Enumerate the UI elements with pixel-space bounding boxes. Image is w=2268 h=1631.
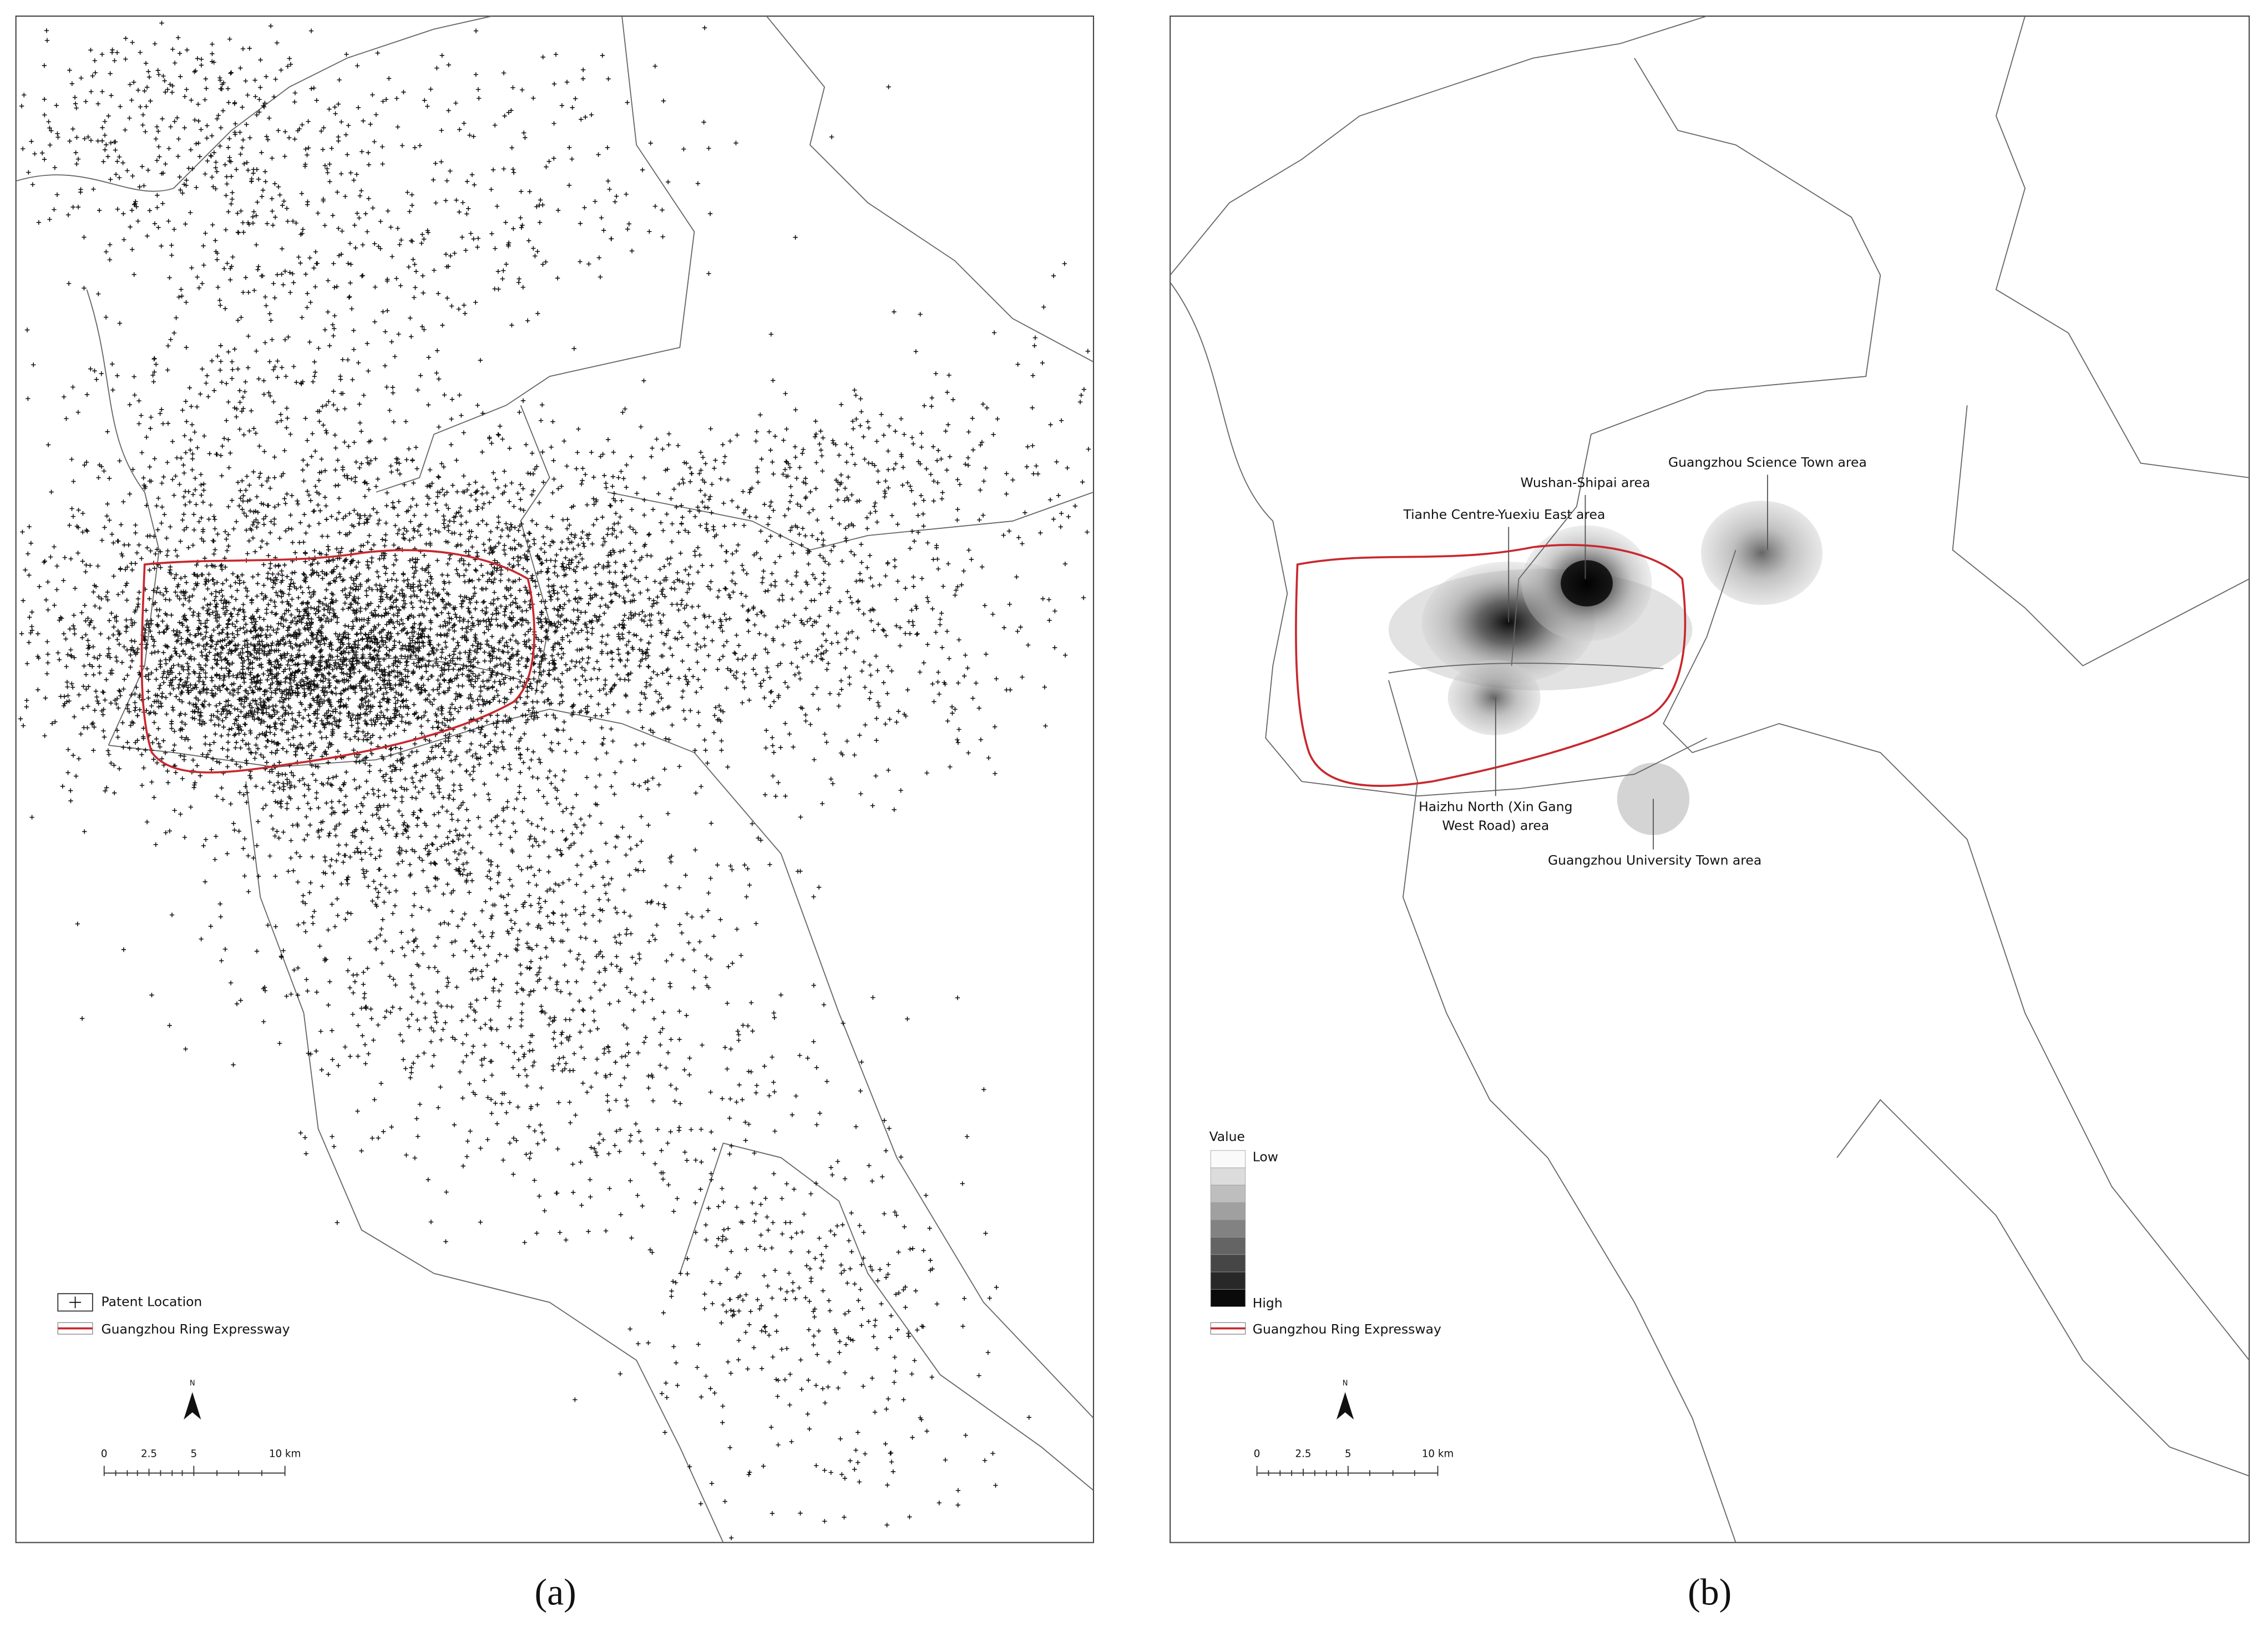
north-arrow-shape [184,1392,201,1420]
north-arrow-shape [1336,1392,1354,1420]
legend-label: Guangzhou Ring Expressway [1253,1321,1441,1337]
north-label: N [1343,1379,1348,1387]
scale-bar: 0 2.5 5 10 km [1254,1448,1454,1476]
annotation: Haizhu North (Xin Gang [1419,799,1572,815]
legend-ramp-step [1210,1185,1246,1203]
legend-cross [69,1296,81,1309]
boundary [1836,1099,2250,1477]
map-frame [1170,16,2250,1543]
annotations: Wushan-Shipai area Guangzhou Science Tow… [1403,455,1867,868]
annotation: Guangzhou University Town area [1548,852,1761,868]
boundary [1170,16,1707,276]
legend-ramp-step [1210,1167,1246,1186]
boundaries [1170,16,2250,1543]
legend-ramp-step [1210,1271,1246,1290]
density-hotspot [1701,501,1822,605]
panel-a: Patent Location Guangzhou Ring Expresswa… [15,16,1095,1613]
panel-b: Wushan-Shipai area Guangzhou Science Tow… [1170,16,2250,1613]
north-label: N [190,1379,195,1387]
boundary [289,658,521,681]
legend: Patent Location Guangzhou Ring Expresswa… [57,1293,290,1337]
legend-ramp-step [1210,1237,1246,1255]
scale-label: 2.5 [141,1448,157,1460]
ring-expressway [140,549,535,774]
panel-caption: (b) [1688,1572,1732,1613]
boundary [1995,16,2250,478]
ring-expressway [1295,544,1687,787]
north-arrow: N [1336,1379,1354,1420]
patent-points [18,21,1091,1541]
boundary [16,16,492,192]
legend-title: Value [1209,1129,1245,1144]
annotation: West Road) area [1442,818,1549,834]
boundary [1388,663,1664,674]
annotation: Tianhe Centre-Yuexiu East area [1403,507,1606,522]
annotation: Guangzhou Science Town area [1668,455,1867,470]
annotation: Wushan-Shipai area [1521,475,1651,491]
boundary [1952,405,2250,666]
scale-label: 5 [1345,1448,1351,1460]
scale-label: 10 km [1422,1448,1454,1460]
boundary [520,405,550,695]
legend-ramp-step [1210,1219,1246,1238]
scale-label: 2.5 [1295,1448,1312,1460]
boundary [1302,738,1707,797]
legend-high: High [1253,1295,1283,1311]
scale-label: 10 km [269,1448,301,1460]
north-arrow: N [184,1379,201,1420]
boundary [86,289,160,746]
scale-label: 5 [191,1448,198,1460]
legend-ramp-step [1210,1150,1246,1168]
boundary [1388,680,1737,1543]
boundary [245,781,724,1543]
scale-bar-line [103,1466,286,1476]
density-core [1561,560,1613,607]
boundary [1511,58,1881,666]
scale-label: 0 [101,1448,108,1460]
boundary [766,16,1094,362]
density-hotspot [1447,660,1541,735]
legend: Value Low High Guangzhou Ring Expressway [1209,1129,1441,1337]
boundary [376,16,695,493]
boundary [1170,282,1303,782]
legend-label: Guangzhou Ring Expressway [102,1321,290,1337]
legend-ramp-step [1210,1202,1246,1220]
boundary [1663,549,2250,1361]
scale-bar: 0 2.5 5 10 km [101,1448,301,1476]
legend-label: Patent Location [102,1294,202,1309]
legend-ramp-step [1210,1254,1246,1273]
panel-caption: (a) [535,1572,576,1613]
legend-ramp-step [1210,1289,1246,1307]
scale-bar-line [1256,1466,1439,1476]
map-frame [15,16,1095,1543]
scale-label: 0 [1254,1448,1260,1460]
legend-low: Low [1253,1149,1278,1165]
